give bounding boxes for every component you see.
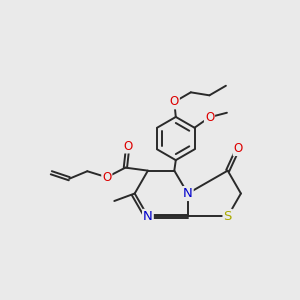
Text: N: N	[143, 210, 153, 223]
Text: N: N	[183, 187, 193, 200]
Text: S: S	[224, 210, 232, 223]
Text: O: O	[205, 111, 214, 124]
Text: O: O	[123, 140, 132, 152]
Text: O: O	[102, 171, 111, 184]
Text: O: O	[234, 142, 243, 155]
Text: O: O	[170, 95, 179, 108]
